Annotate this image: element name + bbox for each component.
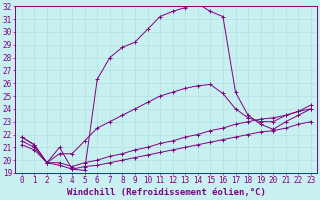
X-axis label: Windchill (Refroidissement éolien,°C): Windchill (Refroidissement éolien,°C) <box>67 188 266 197</box>
